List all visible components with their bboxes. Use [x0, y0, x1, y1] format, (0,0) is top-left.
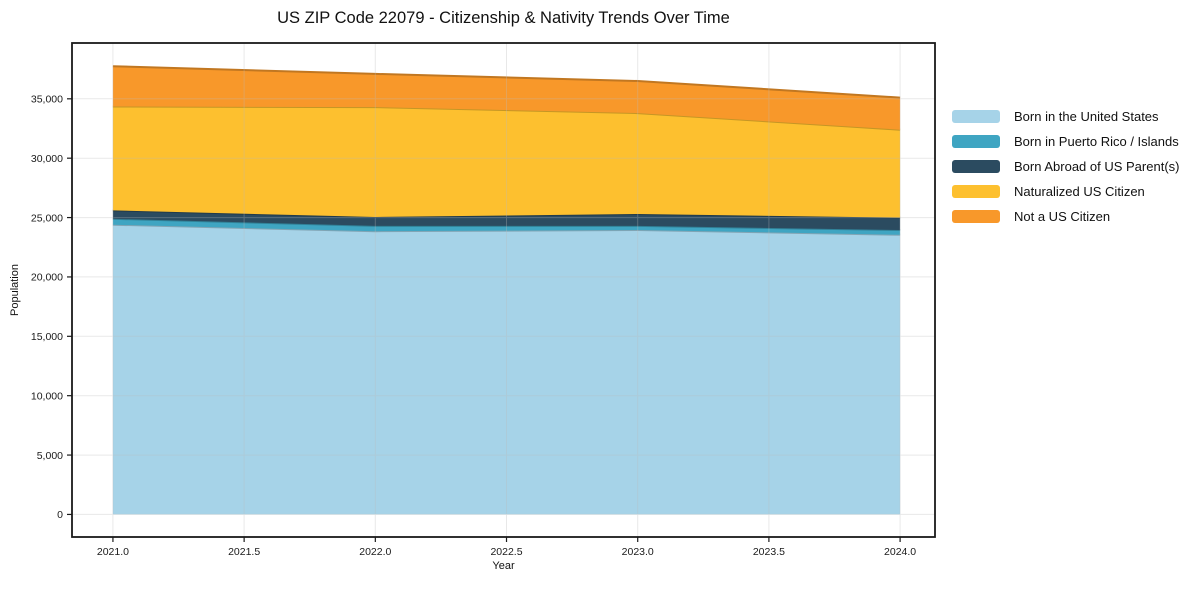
y-tick-label: 5,000	[37, 450, 63, 462]
y-tick-label: 30,000	[31, 153, 63, 165]
area-4	[112, 66, 901, 130]
legend-item-1: Born in Puerto Rico / Islands	[952, 129, 1179, 154]
legend-item-2: Born Abroad of US Parent(s)	[952, 154, 1179, 179]
chart-title: US ZIP Code 22079 - Citizenship & Nativi…	[277, 9, 730, 27]
x-tick-label: 2024.0	[884, 546, 916, 558]
x-tick-label: 2023.0	[622, 546, 654, 558]
legend-label: Born Abroad of US Parent(s)	[1014, 159, 1180, 174]
legend-swatch	[952, 210, 1000, 223]
legend-swatch	[952, 160, 1000, 173]
legend-swatch	[952, 135, 1000, 148]
x-tick-label: 2021.5	[228, 546, 260, 558]
legend-item-3: Naturalized US Citizen	[952, 179, 1179, 204]
area-edge-4	[112, 65, 901, 99]
area-series-group	[112, 65, 901, 515]
x-axis-label: Year	[492, 560, 515, 572]
axes-spines	[71, 42, 936, 538]
gridlines	[72, 43, 935, 537]
y-tick-label: 35,000	[31, 94, 63, 106]
y-tick-label: 25,000	[31, 212, 63, 224]
legend-label: Born in Puerto Rico / Islands	[1014, 134, 1179, 149]
y-tick-label: 20,000	[31, 272, 63, 284]
area-3	[112, 106, 901, 218]
y-tick-label: 15,000	[31, 331, 63, 343]
legend: Born in the United States Born in Puerto …	[952, 104, 1179, 229]
area-0	[112, 224, 901, 515]
legend-swatch	[952, 185, 1000, 198]
legend-item-0: Born in the United States	[952, 104, 1179, 129]
tick-marks	[67, 98, 901, 542]
legend-swatch	[952, 110, 1000, 123]
legend-item-4: Not a US Citizen	[952, 204, 1179, 229]
x-tick-label: 2023.5	[753, 546, 785, 558]
y-tick-label: 10,000	[31, 390, 63, 402]
x-tick-label: 2021.0	[97, 546, 129, 558]
legend-label: Born in the United States	[1014, 109, 1159, 124]
x-tick-label: 2022.5	[490, 546, 522, 558]
legend-label: Not a US Citizen	[1014, 209, 1111, 224]
legend-label: Naturalized US Citizen	[1014, 184, 1145, 199]
x-tick-label: 2022.0	[359, 546, 391, 558]
y-tick-label: 0	[57, 509, 63, 521]
